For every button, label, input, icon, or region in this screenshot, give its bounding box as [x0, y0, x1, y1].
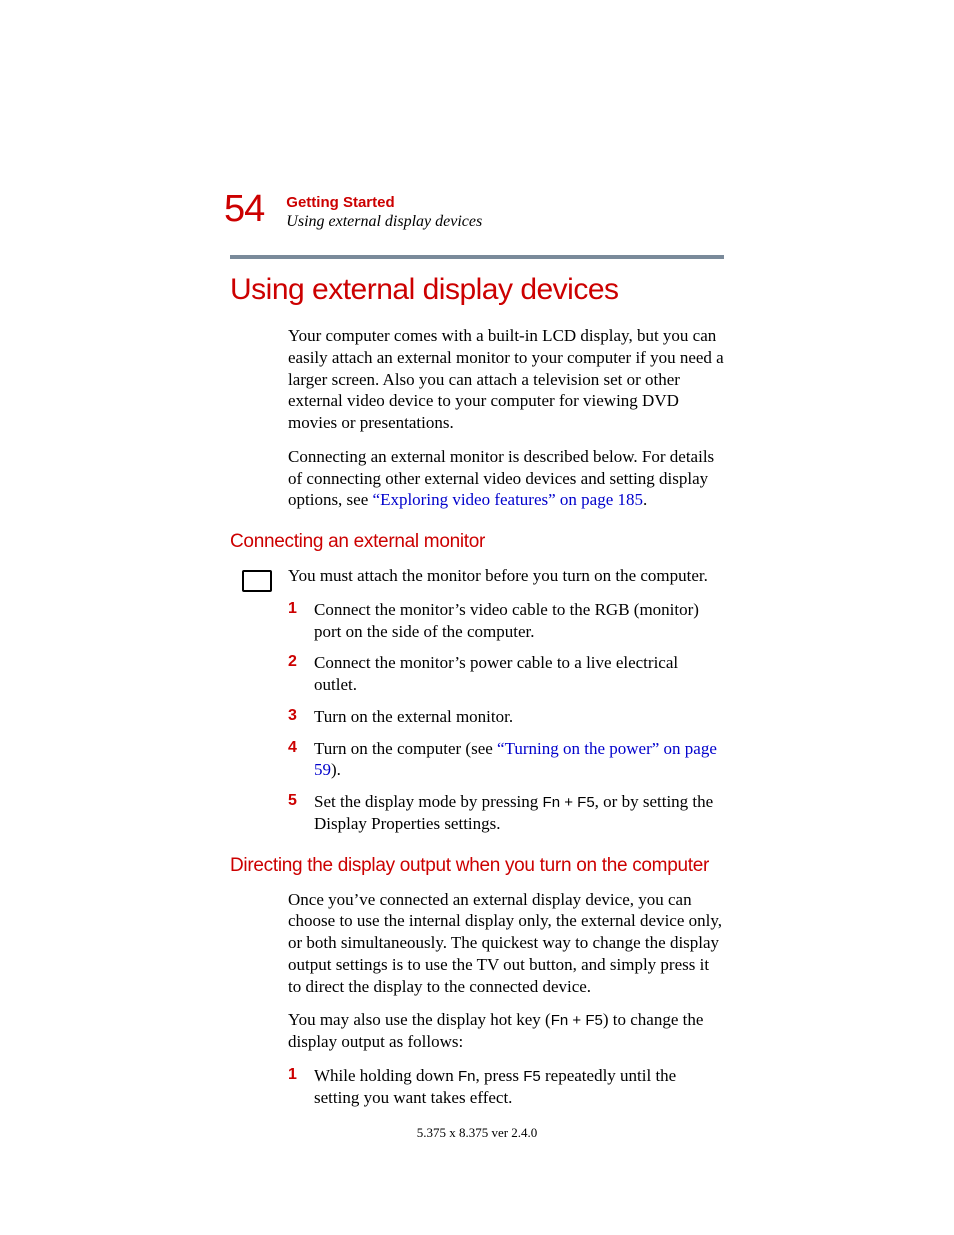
- section-1-body: You must attach the monitor before you t…: [288, 565, 724, 835]
- step-number: 1: [288, 599, 314, 643]
- text: +: [568, 1012, 585, 1029]
- keycap: Fn: [551, 1012, 569, 1029]
- footer-text: 5.375 x 8.375 ver 2.4.0: [0, 1125, 954, 1141]
- text: While holding down: [314, 1066, 458, 1085]
- text: ).: [331, 760, 341, 779]
- step-text: Set the display mode by pressing Fn + F5…: [314, 791, 724, 835]
- keycap: F5: [577, 794, 595, 811]
- step-text: While holding down Fn, press F5 repeated…: [314, 1065, 724, 1109]
- step-text: Connect the monitor’s power cable to a l…: [314, 652, 724, 696]
- section-subtitle: Using external display devices: [286, 213, 482, 231]
- step-text: Turn on the external monitor.: [314, 706, 724, 728]
- intro-paragraph-2: Connecting an external monitor is descri…: [288, 446, 724, 511]
- step-item: 1 Connect the monitor’s video cable to t…: [288, 599, 724, 643]
- keycap: Fn: [458, 1068, 476, 1085]
- header-text-block: Getting Started Using external display d…: [286, 190, 482, 231]
- step-number: 3: [288, 706, 314, 728]
- intro-block: Your computer comes with a built-in LCD …: [288, 325, 724, 511]
- text: You may also use the display hot key (: [288, 1010, 551, 1029]
- step-number: 5: [288, 791, 314, 835]
- step-text: Connect the monitor’s video cable to the…: [314, 599, 724, 643]
- section-heading-2: Directing the display output when you tu…: [230, 855, 724, 877]
- step-number: 2: [288, 652, 314, 696]
- section-2-body: Once you’ve connected an external displa…: [288, 889, 724, 1109]
- section-heading-1: Connecting an external monitor: [230, 531, 724, 553]
- running-header: 54 Getting Started Using external displa…: [224, 190, 724, 231]
- keycap: F5: [585, 1012, 603, 1029]
- keycap: F5: [523, 1068, 541, 1085]
- text: .: [643, 490, 647, 509]
- text: Set the display mode by pressing: [314, 792, 543, 811]
- text: +: [560, 794, 577, 811]
- page-number: 54: [224, 190, 264, 228]
- intro-paragraph-1: Your computer comes with a built-in LCD …: [288, 325, 724, 434]
- page-content: 54 Getting Started Using external displa…: [0, 0, 954, 1108]
- horizontal-rule: [230, 255, 724, 259]
- cross-reference-link[interactable]: “Exploring video features” on page 185: [373, 490, 644, 509]
- paragraph: Once you’ve connected an external displa…: [288, 889, 724, 998]
- step-number: 1: [288, 1065, 314, 1109]
- text: Turn on the computer (see: [314, 739, 497, 758]
- keycap: Fn: [543, 794, 561, 811]
- step-item: 1 While holding down Fn, press F5 repeat…: [288, 1065, 724, 1109]
- step-item: 3 Turn on the external monitor.: [288, 706, 724, 728]
- monitor-icon: [242, 570, 272, 592]
- chapter-title: Getting Started: [286, 194, 482, 211]
- main-heading: Using external display devices: [230, 273, 724, 307]
- step-item: 2 Connect the monitor’s power cable to a…: [288, 652, 724, 696]
- step-number: 4: [288, 738, 314, 782]
- step-text: Turn on the computer (see “Turning on th…: [314, 738, 724, 782]
- lead-paragraph: You must attach the monitor before you t…: [288, 565, 724, 587]
- step-item: 5 Set the display mode by pressing Fn + …: [288, 791, 724, 835]
- text: , press: [476, 1066, 524, 1085]
- step-item: 4 Turn on the computer (see “Turning on …: [288, 738, 724, 782]
- paragraph: You may also use the display hot key (Fn…: [288, 1009, 724, 1053]
